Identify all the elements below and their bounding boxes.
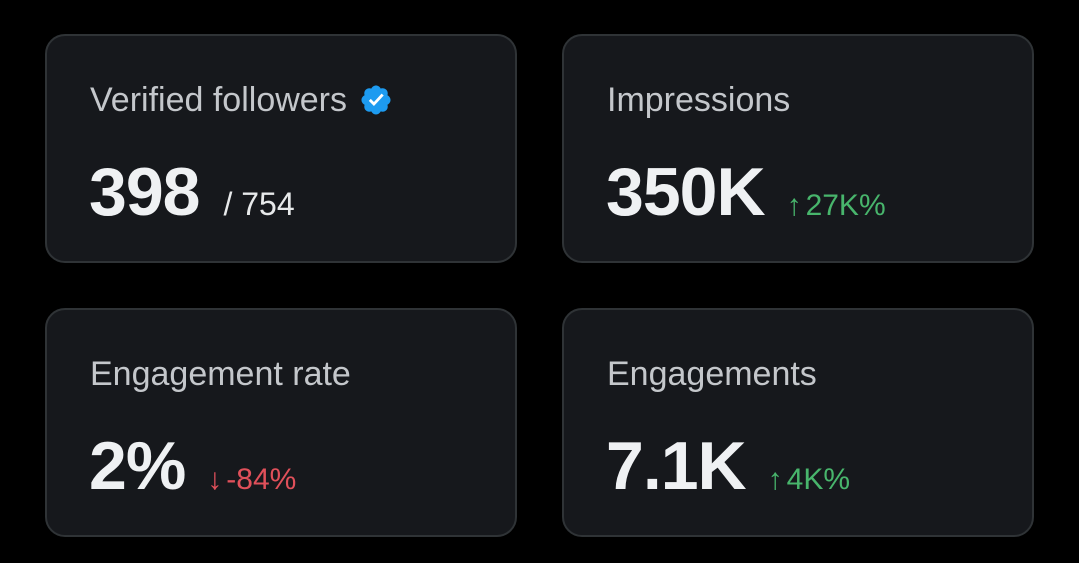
stat-value: 2%: [89, 428, 186, 504]
arrow-up-icon: ↑: [786, 189, 802, 222]
card-title: Impressions: [607, 80, 790, 120]
stat-card-engagements[interactable]: Engagements 7.1K ↑ 4K%: [562, 308, 1034, 537]
stat-value: 398: [89, 154, 200, 230]
delta-text: -84%: [226, 463, 297, 496]
delta-text: 4K%: [786, 463, 851, 496]
value-row: 350K ↑ 27K%: [606, 154, 886, 230]
stat-value: 7.1K: [606, 428, 747, 504]
stat-card-engagement-rate[interactable]: Engagement rate 2% ↓ -84%: [45, 308, 517, 537]
delta-badge: ↑ 27K%: [787, 189, 886, 223]
verified-badge-icon: [359, 83, 393, 117]
stat-card-verified-followers[interactable]: Verified followers 398 / 754: [45, 34, 517, 263]
stat-total: / 754: [223, 186, 295, 222]
card-title: Engagement rate: [90, 354, 351, 394]
arrow-up-icon: ↑: [767, 463, 783, 496]
delta-text: 27K%: [805, 189, 886, 222]
card-title-label: Engagements: [607, 355, 817, 393]
card-title: Engagements: [607, 354, 817, 394]
value-row: 2% ↓ -84%: [89, 428, 296, 504]
value-row: 398 / 754: [89, 154, 295, 230]
value-row: 7.1K ↑ 4K%: [606, 428, 850, 504]
card-title-label: Impressions: [607, 81, 791, 119]
delta-badge: ↑ 4K%: [768, 463, 850, 497]
stat-card-impressions[interactable]: Impressions 350K ↑ 27K%: [562, 34, 1034, 263]
delta-badge: ↓ -84%: [207, 463, 296, 497]
stat-value: 350K: [606, 154, 766, 230]
arrow-down-icon: ↓: [207, 463, 223, 496]
card-title-label: Verified followers: [90, 81, 348, 119]
card-title: Verified followers: [90, 80, 393, 120]
card-title-label: Engagement rate: [90, 355, 351, 393]
